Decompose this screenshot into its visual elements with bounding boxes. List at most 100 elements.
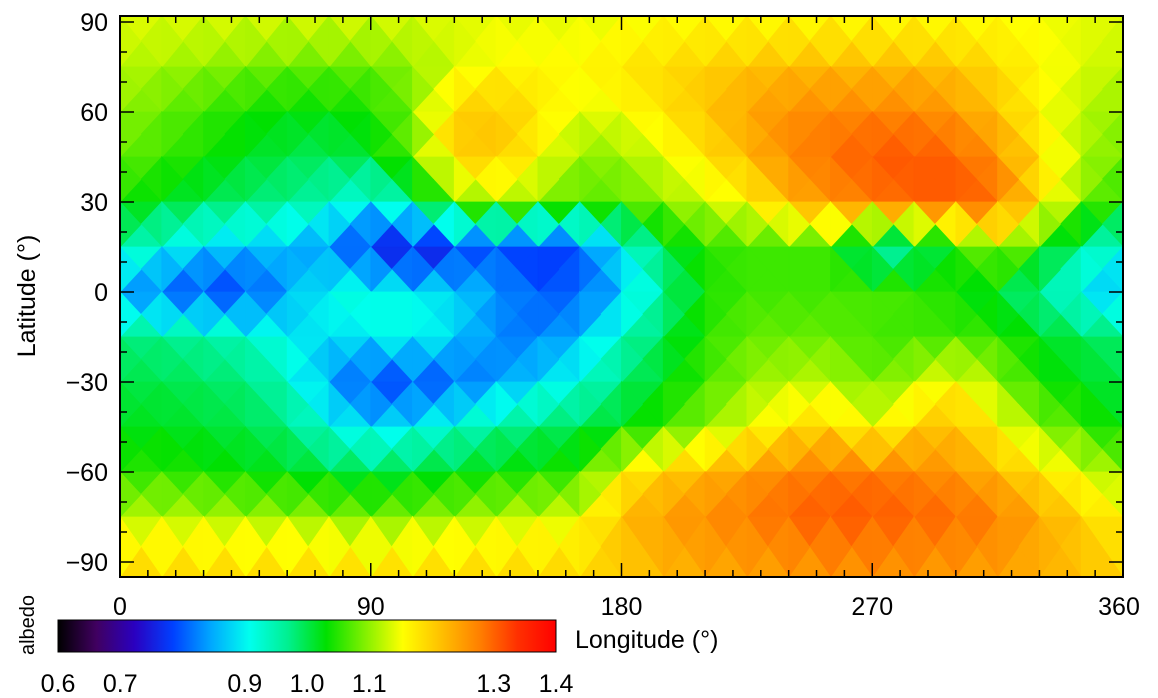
heatmap-cell [1080, 425, 1103, 474]
heatmap-cell [453, 16, 476, 69]
heatmap-cell [1080, 200, 1103, 249]
heatmap-cell [955, 155, 978, 204]
heatmap-cell [453, 425, 476, 474]
x-tick-label: 360 [1098, 593, 1140, 621]
x-tick-label: 0 [113, 593, 127, 621]
heatmap-cell [704, 380, 727, 429]
heatmap-cell [161, 110, 184, 159]
heatmap-cell [704, 515, 727, 577]
heatmap-cell [244, 200, 267, 249]
albedo-heatmap [120, 16, 1123, 577]
heatmap-cell [579, 65, 602, 114]
heatmap-cell [370, 425, 393, 474]
heatmap-cell [495, 16, 518, 69]
heatmap-cell [495, 155, 518, 204]
heatmap-cell [788, 290, 811, 339]
heatmap-cell [955, 425, 978, 474]
heatmap-cell [370, 470, 393, 519]
heatmap-cell [913, 335, 936, 384]
heatmap-cell [788, 65, 811, 114]
heatmap-cell [1039, 155, 1061, 204]
heatmap-cell [537, 425, 560, 474]
heatmap-cell [370, 200, 393, 249]
heatmap-cell [913, 290, 936, 339]
heatmap-cell [579, 155, 602, 204]
heatmap-cell [495, 470, 518, 519]
heatmap-cell [412, 380, 434, 429]
heatmap-cell [662, 16, 685, 69]
colorbar-tick-label: 0.9 [227, 670, 262, 698]
heatmap-cell [1039, 515, 1061, 577]
heatmap-cell [370, 335, 393, 384]
heatmap-cell [286, 155, 309, 204]
heatmap-cell [453, 335, 476, 384]
heatmap-cell [286, 245, 309, 294]
heatmap-cell [244, 155, 267, 204]
heatmap-cell [788, 515, 811, 577]
y-tick-label: 0 [94, 279, 108, 307]
heatmap-cell [788, 245, 811, 294]
heatmap-cell [621, 245, 643, 294]
heatmap-cell [537, 155, 560, 204]
heatmap-cell [830, 245, 852, 294]
heatmap-cell [537, 245, 560, 294]
heatmap-cell [286, 335, 309, 384]
heatmap-cell [621, 290, 643, 339]
heatmap-cell [871, 470, 894, 519]
heatmap-cell [704, 110, 727, 159]
heatmap-cell [704, 290, 727, 339]
heatmap-cell [788, 470, 811, 519]
heatmap-cell [621, 515, 643, 577]
heatmap-cell [955, 380, 978, 429]
heatmap-cell [203, 16, 226, 69]
heatmap-cell [328, 470, 351, 519]
y-tick-label: −60 [66, 459, 108, 487]
heatmap-cell [161, 470, 184, 519]
heatmap-cell [830, 65, 852, 114]
heatmap-cell [704, 200, 727, 249]
heatmap-cell [120, 291, 142, 338]
heatmap-cell [328, 515, 351, 577]
heatmap-cell [1080, 380, 1103, 429]
heatmap-cell [997, 515, 1019, 577]
heatmap-cell [161, 65, 184, 114]
colorbar-tick-label: 0.6 [41, 670, 76, 698]
heatmap-cell [537, 16, 560, 69]
heatmap-cell [244, 245, 267, 294]
heatmap-cell [244, 110, 267, 159]
heatmap-cell [746, 155, 769, 204]
heatmap-cell [746, 470, 769, 519]
heatmap-cell [120, 246, 142, 293]
heatmap-cell [286, 425, 309, 474]
heatmap-cell [1039, 16, 1061, 69]
x-tick-label: 90 [357, 593, 385, 621]
heatmap-cell [746, 290, 769, 339]
colorbar-title: albedo [17, 595, 39, 655]
heatmap-cell [955, 16, 978, 69]
heatmap-cell [495, 335, 518, 384]
heatmap-cell [244, 65, 267, 114]
heatmap-cell [328, 200, 351, 249]
heatmap-cell [370, 155, 393, 204]
heatmap-cell [286, 110, 309, 159]
heatmap-cell [495, 65, 518, 114]
heatmap-cell [871, 155, 894, 204]
heatmap-cell [621, 470, 643, 519]
heatmap-cell [244, 16, 267, 69]
heatmap-cell [788, 425, 811, 474]
heatmap-cell [453, 65, 476, 114]
heatmap-cell [662, 245, 685, 294]
heatmap-cell [161, 380, 184, 429]
x-tick-label: 270 [851, 593, 893, 621]
heatmap-cell [830, 200, 852, 249]
y-tick-label: 90 [80, 9, 108, 37]
heatmap-cell [913, 380, 936, 429]
heatmap-cell [913, 65, 936, 114]
heatmap-cell [244, 515, 267, 577]
heatmap-cell [412, 470, 434, 519]
heatmap-cell [997, 200, 1020, 249]
heatmap-cell [579, 335, 602, 384]
heatmap-cell [328, 16, 351, 69]
heatmap-cell [621, 425, 643, 474]
